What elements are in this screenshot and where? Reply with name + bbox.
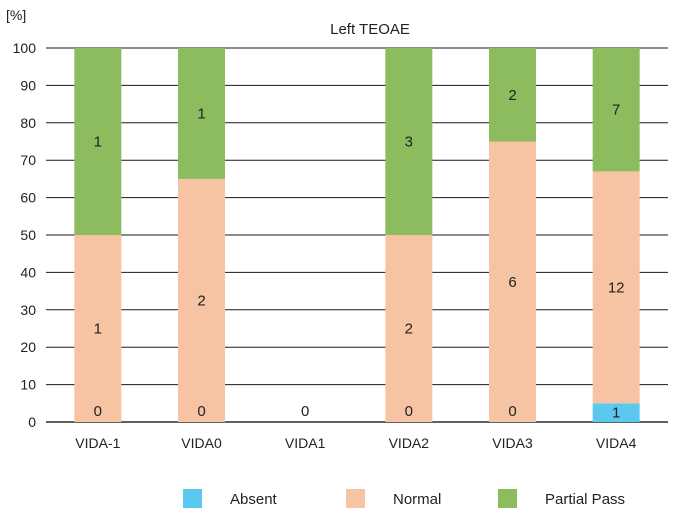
data-label: 3	[405, 134, 413, 151]
data-label: 12	[608, 279, 625, 296]
x-tick-label: VIDA3	[492, 435, 533, 451]
data-label: 1	[94, 321, 102, 338]
x-tick-label: VIDA4	[596, 435, 637, 451]
y-tick-label: 10	[20, 377, 36, 393]
legend-swatch	[498, 489, 517, 508]
y-tick-label: 90	[20, 77, 36, 93]
y-axis: 0 10 20 30 40 50 60 70 80 90 100	[13, 40, 37, 430]
data-label: 2	[197, 292, 205, 309]
data-label: 1	[197, 105, 205, 122]
y-tick-label: 80	[20, 115, 36, 131]
legend-swatch	[183, 489, 202, 508]
y-tick-label: 20	[20, 339, 36, 355]
y-tick-label: 50	[20, 227, 36, 243]
legend-swatch	[346, 489, 365, 508]
legend-label: Partial Pass	[545, 491, 625, 508]
data-label: 6	[508, 274, 516, 291]
y-tick-label: 70	[20, 152, 36, 168]
data-label: 2	[508, 87, 516, 104]
bar-segment-partial-pass	[385, 48, 433, 235]
y-tick-label: 100	[13, 40, 37, 56]
bar-segment-partial-pass	[74, 48, 122, 235]
x-tick-label: VIDA1	[285, 435, 326, 451]
legend-label: Normal	[393, 491, 441, 508]
data-label: 0	[301, 403, 309, 420]
bar-segment-normal	[178, 178, 225, 422]
data-label: 1	[94, 134, 102, 151]
data-label: 1	[612, 405, 620, 422]
y-tick-label: 60	[20, 190, 36, 206]
x-tick-label: VIDA-1	[75, 435, 120, 451]
bar-segment-partial-pass	[178, 48, 225, 179]
bar-segment-normal	[74, 235, 122, 422]
x-tick-label: VIDA0	[181, 435, 222, 451]
legend: Absent Normal Partial Pass	[183, 489, 625, 508]
y-unit-label: [%]	[6, 7, 26, 23]
bar-segment-normal	[592, 171, 640, 404]
data-label: 0	[94, 403, 102, 420]
x-tick-label: VIDA2	[389, 435, 430, 451]
bars	[74, 48, 640, 422]
data-label: 2	[405, 321, 413, 338]
data-label: 7	[612, 102, 620, 119]
grid-lines	[46, 47, 668, 423]
bar-segment-partial-pass	[489, 48, 536, 142]
bar-segment-normal	[385, 235, 433, 422]
data-label: 0	[197, 403, 205, 420]
y-tick-label: 30	[20, 302, 36, 318]
segment-labels: 0 1 1 0 2 1 0 0 2 3 0 6 2 1 12 7	[94, 87, 625, 422]
y-tick-label: 0	[28, 414, 36, 430]
bar-segment-absent	[592, 403, 640, 422]
legend-label: Absent	[230, 491, 278, 508]
bar-segment-normal	[489, 141, 536, 422]
chart-title: Left TEOAE	[330, 21, 410, 38]
x-axis: VIDA-1 VIDA0 VIDA1 VIDA2 VIDA3 VIDA4	[75, 435, 636, 451]
y-tick-label: 40	[20, 264, 36, 280]
data-label: 0	[508, 403, 516, 420]
bar-segment-partial-pass	[592, 48, 640, 172]
data-label: 0	[405, 403, 413, 420]
